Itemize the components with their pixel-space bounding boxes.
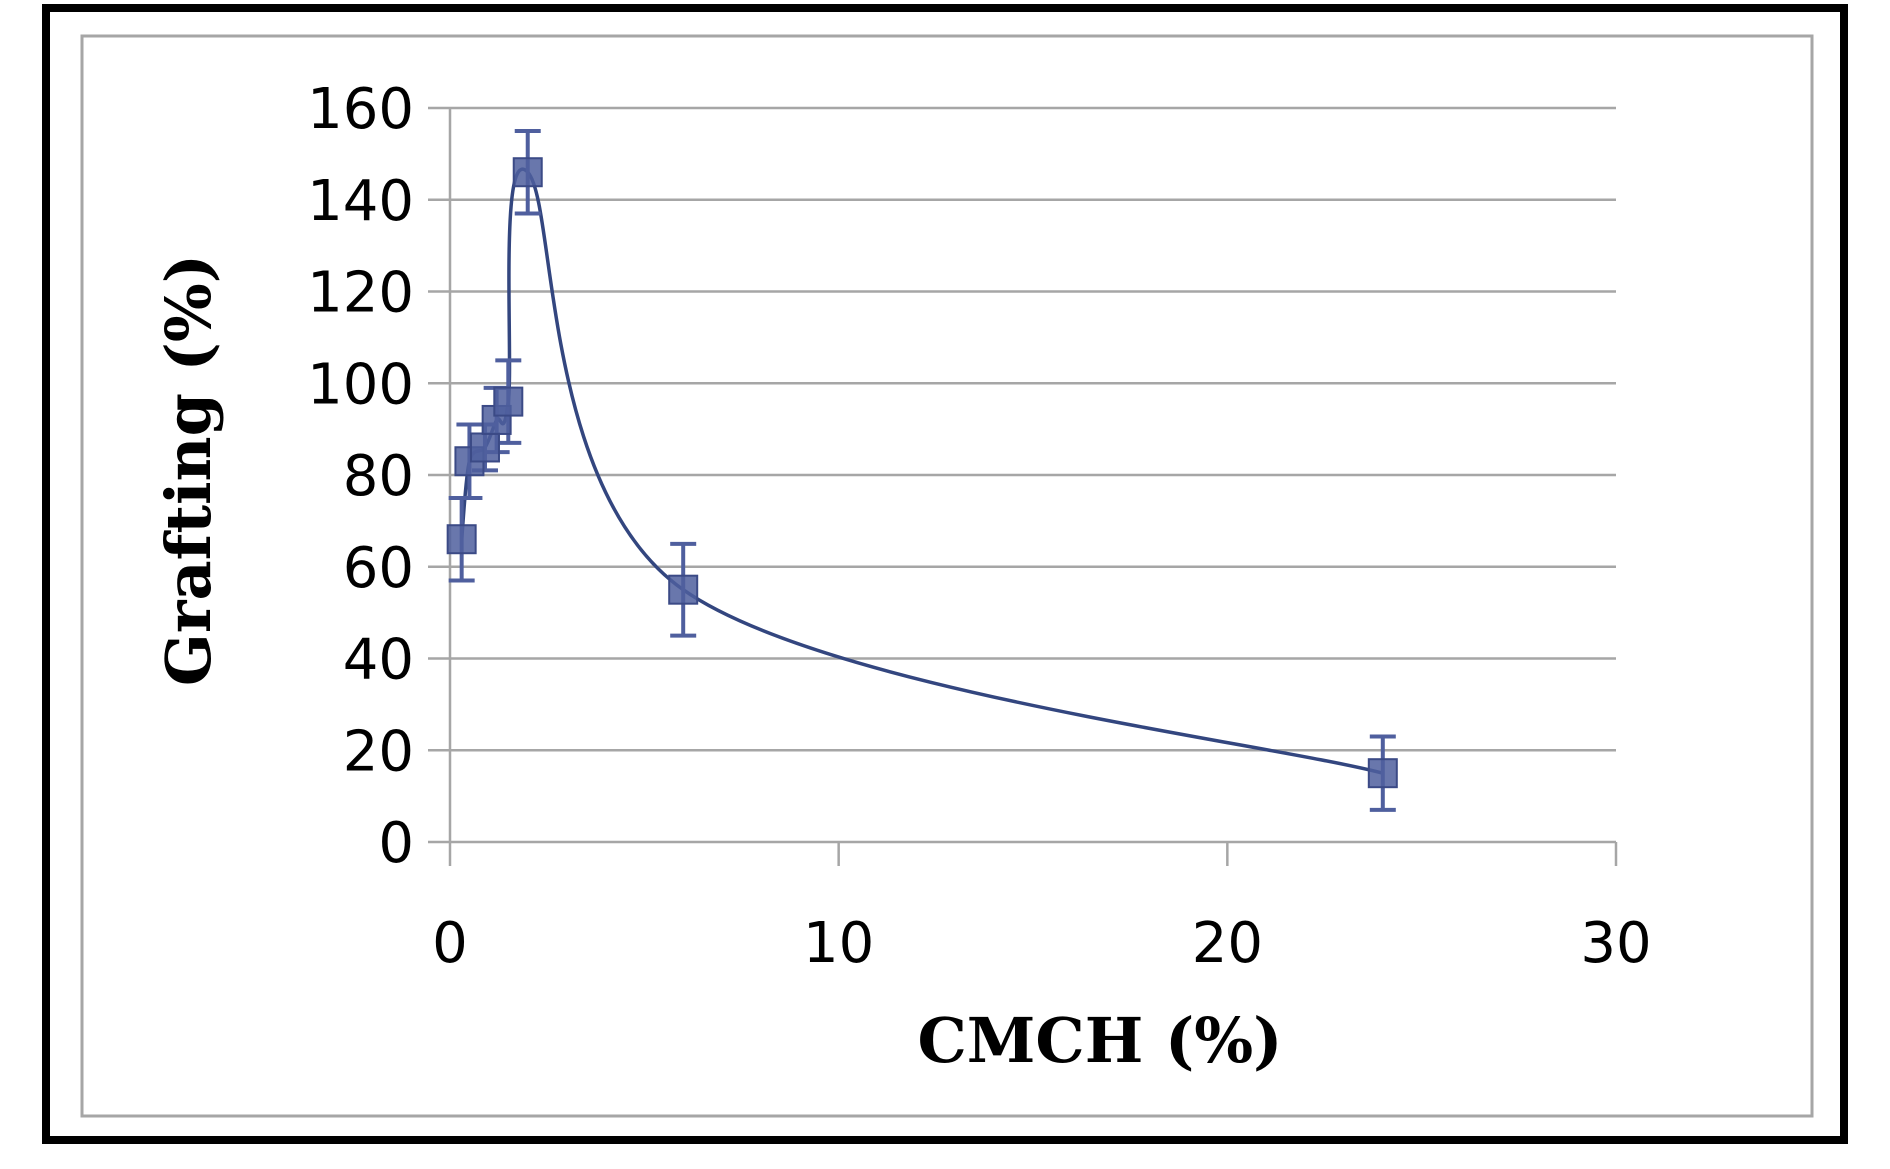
y-tick-label: 100: [307, 352, 414, 417]
x-axis-title: CMCH (%): [917, 1004, 1282, 1077]
y-tick-label: 160: [307, 77, 414, 142]
x-tick-label: 10: [803, 911, 874, 976]
data-point-marker: [1367, 758, 1398, 789]
y-tick-label: 0: [378, 811, 414, 876]
trend-curve: [459, 167, 1384, 775]
trend-curve-layer: [459, 167, 1384, 775]
data-point-marker: [668, 574, 699, 605]
error-bars: [448, 128, 1396, 812]
figure-frame: [42, 4, 1848, 1144]
y-tick-label: 20: [343, 719, 414, 784]
data-points: [446, 157, 1398, 789]
axes: [428, 108, 1618, 866]
y-tick-label: 80: [343, 444, 414, 509]
gridlines: [428, 106, 1616, 752]
x-tick-label: 20: [1192, 911, 1263, 976]
x-tick-labels: 0 10 20 30: [432, 911, 1651, 976]
data-point-marker: [469, 432, 500, 463]
y-tick-label: 60: [343, 536, 414, 601]
y-tick-labels: 0 20 40 60 80 100 120 140 160: [307, 77, 414, 876]
x-tick-label: 0: [432, 911, 468, 976]
y-tick-label: 140: [307, 169, 414, 234]
chart-area-border: [80, 34, 1814, 1118]
y-tick-label: 40: [343, 628, 414, 693]
x-tick-label: 30: [1580, 911, 1651, 976]
y-axis-title: Grafting (%): [152, 254, 225, 686]
data-point-marker: [493, 386, 524, 417]
data-point-marker: [446, 524, 477, 555]
data-point-marker: [512, 157, 543, 188]
y-tick-label: 120: [307, 261, 414, 326]
